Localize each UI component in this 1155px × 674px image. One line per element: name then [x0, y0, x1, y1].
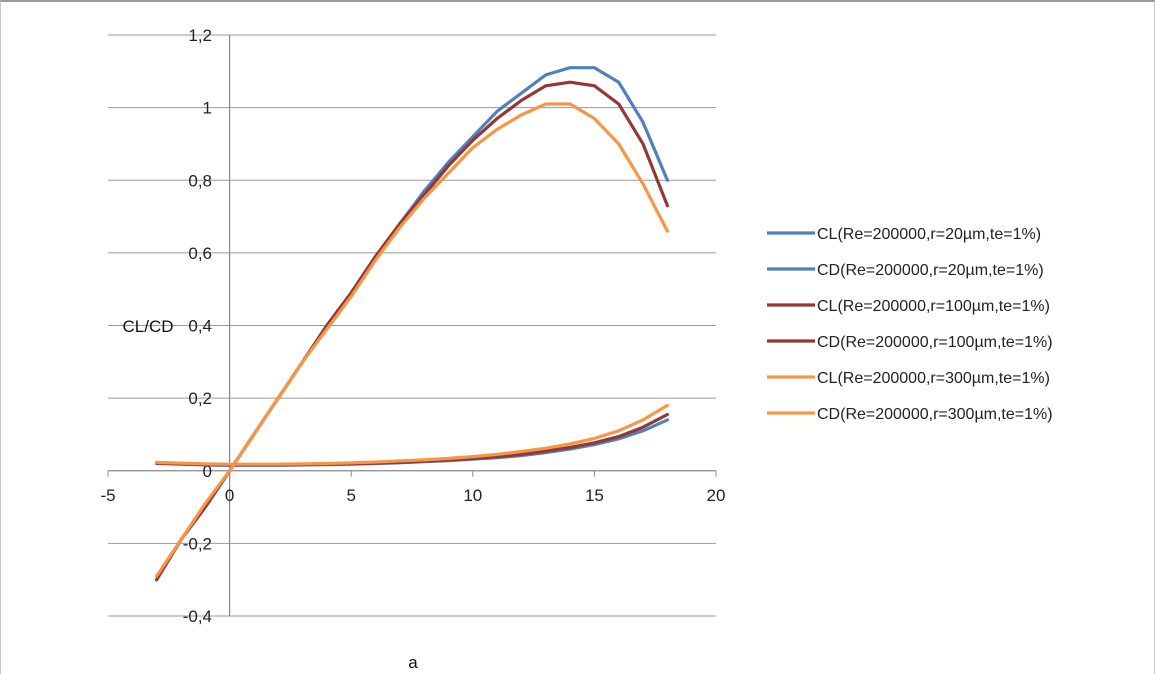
axes	[107, 35, 717, 616]
series-lines	[155, 66, 669, 582]
series-line-6	[155, 403, 669, 466]
y-axis-label: CL/CD	[122, 317, 173, 336]
legend-label: CL(Re=200000,r=100µm,te=1%)	[817, 298, 1050, 315]
legend-label: CD(Re=200000,r=100µm,te=1%)	[817, 334, 1053, 351]
y-tick-label: -0,2	[183, 534, 212, 553]
x-tick-label: -5	[100, 486, 115, 505]
x-tick-label: 15	[585, 486, 604, 505]
series-line-3	[155, 80, 669, 582]
legend-label: CD(Re=200000,r=300µm,te=1%)	[817, 406, 1053, 423]
y-tick-label: 0,6	[188, 244, 212, 263]
y-tick-label: 1	[203, 99, 212, 118]
y-tick-label: 0,8	[188, 171, 212, 190]
legend-label: CL(Re=200000,r=20µm,te=1%)	[817, 226, 1041, 243]
y-tick-label: 0,4	[188, 317, 212, 336]
x-tick-label: 20	[707, 486, 726, 505]
y-tick-label: 0,2	[188, 389, 212, 408]
x-tick-label: 5	[346, 486, 355, 505]
legend-label: CL(Re=200000,r=300µm,te=1%)	[817, 370, 1050, 387]
tick-labels: -0,4 -0,2 0 0,2 0,4 0,6 0,8 1 1,2 -5 0 5 10 15 20	[100, 26, 725, 626]
gridlines	[108, 34, 716, 617]
y-tick-label: -0,4	[183, 607, 212, 626]
x-tick-label: 10	[463, 486, 482, 505]
x-axis-label: a	[408, 653, 418, 672]
legend: CL(Re=200000,r=20µm,te=1%) CD(Re=200000,r…	[767, 226, 1053, 423]
legend-label: CD(Re=200000,r=20µm,te=1%)	[817, 262, 1044, 279]
series-line-5	[155, 102, 669, 578]
y-tick-label: 1,2	[188, 26, 212, 45]
y-tick-label: 0	[203, 462, 212, 481]
x-tick-label: 0	[225, 486, 234, 505]
